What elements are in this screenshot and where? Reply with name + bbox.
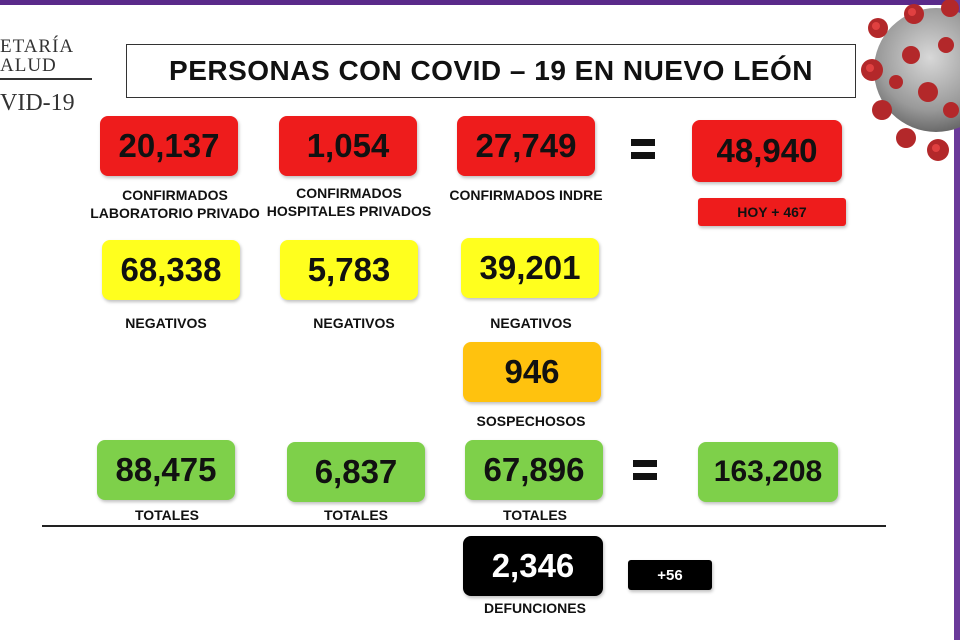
totals-private-hospitals-value: 6,837 [314,453,398,490]
suspects-value: 946 [504,353,560,390]
grand-total-box: 163,208 [698,442,838,502]
totals-indre-box: 67,896 [465,440,603,500]
deaths-value: 2,346 [491,547,575,584]
confirmed-private-lab-label: CONFIRMADOS LABORATORIO PRIVADO [90,186,260,222]
totals-private-lab-box: 88,475 [97,440,235,500]
logo-rule [0,78,92,80]
logo-line-1: ETARÍA [0,36,75,57]
confirmed-indre-box: 27,749 [457,116,595,176]
totals-private-lab-value: 88,475 [115,451,217,488]
divider-line [42,525,886,527]
confirmed-today-value: HOY + 467 [737,204,807,220]
negatives-private-lab-value: 68,338 [120,251,222,288]
equals-sign-confirmed [631,137,655,161]
negatives-indre-box: 39,201 [461,238,599,298]
coronavirus-illustration [856,0,960,175]
negatives-private-hospitals-label: NEGATIVOS [313,315,395,331]
confirmed-private-lab-label-2: LABORATORIO PRIVADO [90,205,260,221]
negatives-private-hospitals-box: 5,783 [280,240,418,300]
confirmed-indre-value: 27,749 [475,127,577,164]
logo-line-2: ALUD [0,55,57,76]
negatives-indre-label: NEGATIVOS [490,315,572,331]
confirmed-private-hospitals-label-2: HOSPITALES PRIVADOS [266,203,432,219]
confirmed-total-value: 48,940 [716,132,818,169]
negatives-private-lab-label: NEGATIVOS [125,315,207,331]
totals-private-lab-label: TOTALES [134,507,200,523]
totals-private-hospitals-box: 6,837 [287,442,425,502]
deaths-box: 2,346 [463,536,603,596]
confirmed-today-badge: HOY + 467 [698,198,846,226]
confirmed-indre-label: CONFIRMADOS INDRE [449,187,603,203]
confirmed-private-lab-box: 20,137 [100,116,238,176]
deaths-today-badge: +56 [628,560,712,590]
suspects-box: 946 [463,342,601,402]
suspects-label: SOSPECHOSOS [476,413,586,429]
confirmed-private-hospitals-label: CONFIRMADOS HOSPITALES PRIVADOS [264,184,434,220]
right-frame-border [954,0,960,640]
logo-line-3: VID-19 [0,90,75,116]
equals-sign-totals [633,458,657,482]
deaths-label: DEFUNCIONES [484,600,586,616]
totals-indre-value: 67,896 [483,451,585,488]
totals-private-hospitals-label: TOTALES [323,507,389,523]
deaths-today-value: +56 [657,566,683,584]
confirmed-private-lab-value: 20,137 [118,127,220,164]
confirmed-private-hospitals-box: 1,054 [279,116,417,176]
negatives-indre-value: 39,201 [479,249,581,286]
confirmed-private-hospitals-value: 1,054 [306,127,390,164]
negatives-private-hospitals-value: 5,783 [307,251,391,288]
totals-indre-label: TOTALES [502,507,568,523]
top-frame-border [0,0,960,5]
confirmed-total-box: 48,940 [692,120,842,182]
negatives-private-lab-box: 68,338 [102,240,240,300]
confirmed-private-hospitals-label-1: CONFIRMADOS [296,185,402,201]
page-title: PERSONAS CON COVID – 19 EN NUEVO LEÓN [126,44,856,98]
grand-total-value: 163,208 [713,455,823,488]
confirmed-private-lab-label-1: CONFIRMADOS [122,187,228,203]
